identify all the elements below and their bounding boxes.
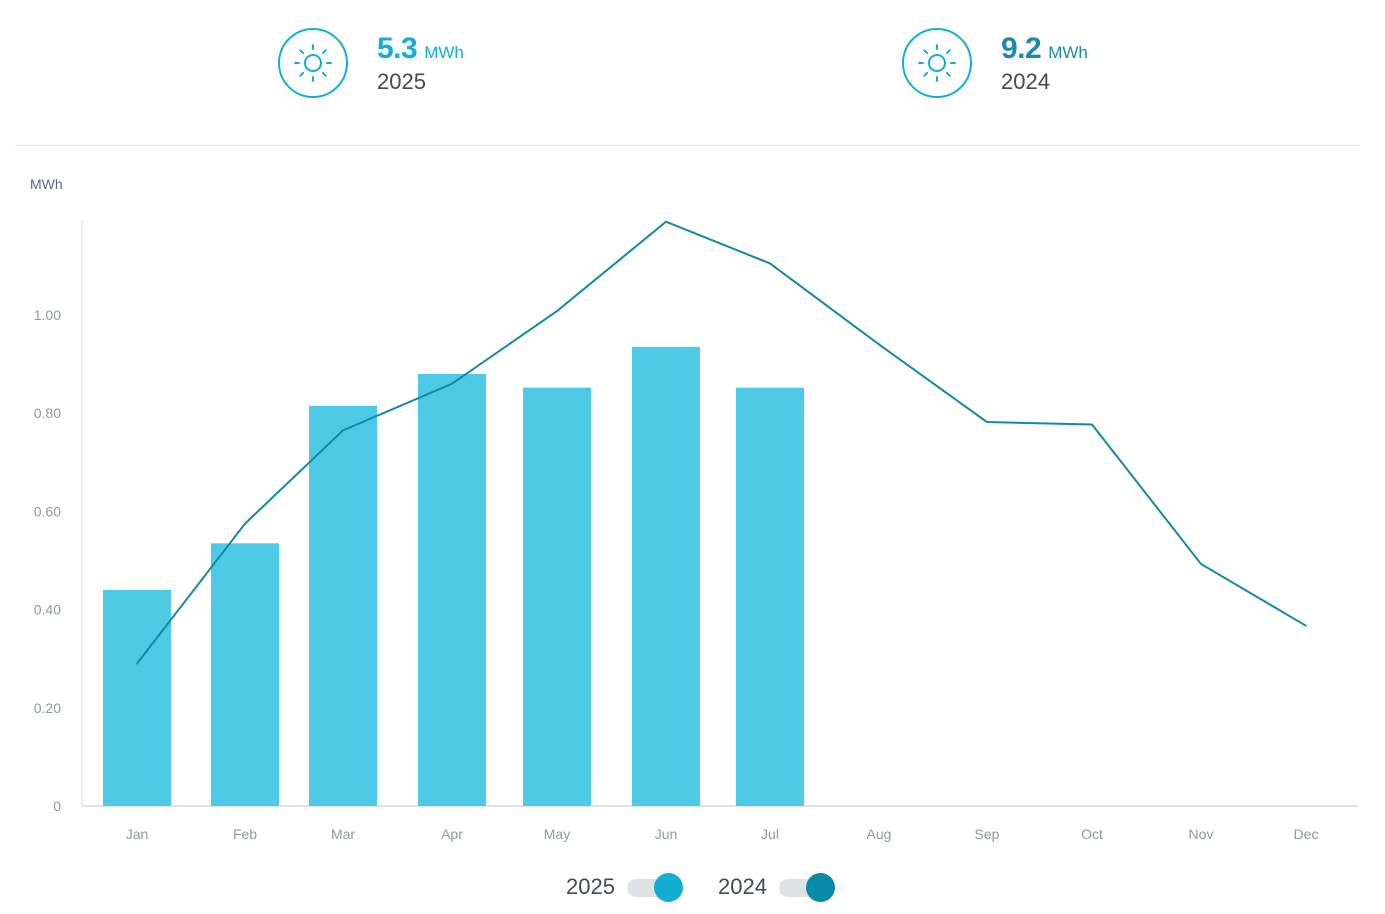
total-value: 9.2 xyxy=(1001,31,1042,65)
line-point-2024-nov xyxy=(1200,563,1202,565)
summary-year: 2024 xyxy=(1001,68,1050,94)
sun-icon xyxy=(902,28,972,98)
x-tick-label: Apr xyxy=(441,826,463,842)
x-tick-label: Nov xyxy=(1189,826,1214,842)
line-point-2024-jan xyxy=(136,662,138,665)
bar-2025-feb xyxy=(211,543,279,806)
legend-label: 2025 xyxy=(566,874,615,899)
bar-2025-jan xyxy=(103,589,171,806)
line-point-2024-mar xyxy=(342,429,344,432)
x-tick-label: Dec xyxy=(1294,826,1319,842)
total-value: 5.3 xyxy=(377,31,418,65)
y-tick-label: 0 xyxy=(53,798,61,814)
toggle-knob xyxy=(805,873,835,902)
line-point-2024-jul xyxy=(769,262,771,265)
x-tick-label: Jun xyxy=(655,826,678,842)
line-point-2024-apr xyxy=(451,382,453,385)
x-tick-label: Jan xyxy=(126,826,149,842)
line-point-2024-sep xyxy=(986,421,988,423)
total-unit: MWh xyxy=(424,42,464,62)
summary-2024: 9.2 MWh 2024 xyxy=(902,28,1088,98)
y-tick-label: 1.00 xyxy=(34,307,61,323)
toggle-knob xyxy=(653,873,683,902)
line-point-2024-aug xyxy=(878,343,880,346)
divider xyxy=(15,145,1360,146)
line-point-2024-may xyxy=(556,310,558,312)
y-tick-label: 0.60 xyxy=(34,503,61,519)
series-toggle-2025[interactable] xyxy=(626,872,683,902)
series-toggle-2024[interactable] xyxy=(778,872,835,902)
bar-2025-mar xyxy=(309,405,377,806)
y-tick-label: 0.20 xyxy=(34,700,61,716)
x-tick-label: May xyxy=(544,826,570,842)
legend-label: 2024 xyxy=(718,874,767,899)
bar-2025-may xyxy=(523,387,591,806)
y-tick-label: 0.80 xyxy=(34,405,61,421)
x-tick-label: Feb xyxy=(233,826,257,842)
x-tick-label: Mar xyxy=(331,826,355,842)
energy-chart: 0 0.20 0.40 0.60 0.80 1.00 Jan Feb Mar Apr May Jun J… xyxy=(34,220,1358,842)
y-tick-label: 0.40 xyxy=(34,602,61,618)
sun-icon xyxy=(278,28,348,98)
bar-2025-jun xyxy=(632,346,700,806)
line-point-2024-jun xyxy=(665,220,667,223)
x-tick-label: Aug xyxy=(867,826,892,842)
y-axis-unit: MWh xyxy=(30,176,63,192)
legend-item-2024[interactable]: 2024 xyxy=(718,872,835,902)
line-point-2024-oct xyxy=(1091,423,1093,426)
total-unit: MWh xyxy=(1048,42,1088,62)
bar-2025-apr xyxy=(418,373,486,806)
bar-2025-jul xyxy=(736,387,804,806)
line-2024 xyxy=(136,220,1307,665)
x-tick-label: Sep xyxy=(975,826,1000,842)
summary-2025: 5.3 MWh 2025 xyxy=(278,28,464,98)
legend-item-2025[interactable]: 2025 xyxy=(566,872,683,902)
line-point-2024-dec xyxy=(1305,625,1307,627)
x-tick-label: Jul xyxy=(761,826,779,842)
line-point-2024-feb xyxy=(244,522,246,525)
x-tick-label: Oct xyxy=(1081,826,1103,842)
summary-year: 2025 xyxy=(377,68,426,94)
